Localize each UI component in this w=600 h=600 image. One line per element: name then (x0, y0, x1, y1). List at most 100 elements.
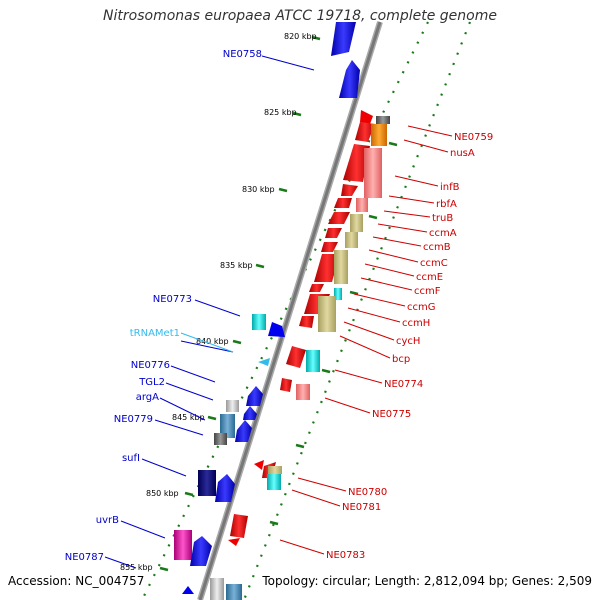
gene-block[interactable] (198, 470, 216, 496)
gene-block[interactable] (190, 536, 212, 566)
gene-block[interactable] (228, 538, 240, 546)
kbp-label: 820 kbp (284, 32, 317, 41)
left-connectors (104, 55, 315, 569)
gene-block[interactable] (235, 420, 252, 442)
gene-block[interactable] (210, 578, 224, 600)
trna-block[interactable] (258, 358, 270, 366)
gene-label[interactable]: NE0773 (153, 294, 192, 305)
gene-label[interactable]: nusA (450, 148, 475, 159)
gene-block[interactable] (334, 198, 352, 208)
gene-label[interactable]: NE0775 (372, 409, 411, 420)
gene-block[interactable] (296, 384, 310, 400)
gene-block[interactable] (309, 284, 324, 292)
gene-block[interactable] (341, 184, 358, 196)
gene-block[interactable] (254, 460, 264, 470)
gene-label[interactable]: cycH (396, 336, 420, 347)
gene-label[interactable]: NE0779 (114, 414, 153, 425)
kbp-tick (292, 111, 302, 117)
gene-block[interactable] (226, 400, 239, 412)
kbp-label: 855 kbp (120, 563, 153, 572)
gene-block[interactable] (243, 406, 257, 420)
gene-block[interactable] (214, 433, 227, 445)
kbp-label: 840 kbp (196, 337, 229, 346)
gene-block[interactable] (356, 198, 368, 212)
gene-block[interactable] (371, 124, 387, 146)
kbp-tick (255, 263, 265, 269)
gene-block[interactable] (280, 378, 292, 392)
gene-label[interactable]: NE0758 (223, 49, 262, 60)
kbp-label: 845 kbp (172, 413, 205, 422)
gene-block[interactable] (299, 316, 314, 328)
kbp-tick (184, 491, 194, 497)
gene-label[interactable]: infB (440, 182, 460, 193)
gene-block[interactable] (343, 144, 370, 182)
gene-label[interactable]: sufI (122, 453, 140, 464)
gene-block[interactable] (182, 586, 194, 594)
gene-label[interactable]: bcp (392, 354, 410, 365)
gene-block[interactable] (230, 514, 248, 538)
kbp-label: 825 kbp (264, 108, 297, 117)
kbp-label: 830 kbp (242, 185, 275, 194)
gene-label[interactable]: NE0787 (65, 552, 104, 563)
reverse-genes (228, 110, 390, 546)
gene-label[interactable]: truB (432, 213, 453, 224)
gene-block[interactable] (321, 242, 338, 252)
gene-block[interactable] (345, 232, 358, 248)
gene-label[interactable]: NE0783 (326, 550, 365, 561)
gene-label[interactable]: NE0759 (454, 132, 493, 143)
gene-block[interactable] (364, 148, 382, 198)
kbp-tick (278, 187, 288, 193)
gene-block[interactable] (286, 346, 306, 368)
gene-label[interactable]: NE0780 (348, 487, 387, 498)
kbp-label: 835 kbp (220, 261, 253, 270)
gene-label[interactable]: TGL2 (138, 377, 165, 388)
gene-label[interactable]: ccmF (414, 286, 441, 297)
gene-block[interactable] (334, 288, 342, 300)
gene-label[interactable]: argA (136, 392, 159, 403)
gene-block[interactable] (328, 212, 350, 224)
gene-label[interactable]: tRNAMet1 (130, 328, 180, 339)
gene-block[interactable] (334, 250, 348, 284)
gene-block[interactable] (350, 214, 363, 232)
gene-label[interactable]: ccmC (420, 258, 448, 269)
inner-ticks (269, 141, 398, 526)
genome-summary-text: Topology: circular; Length: 2,812,094 bp… (262, 574, 592, 588)
gene-block[interactable] (174, 530, 192, 560)
gene-block[interactable] (318, 296, 336, 332)
kbp-scale: 820 kbp 825 kbp 830 kbp 835 kbp 840 kbp … (120, 32, 321, 572)
gene-block[interactable] (325, 228, 342, 238)
genome-backbone-core (198, 21, 382, 600)
gene-label[interactable]: ccmE (416, 272, 443, 283)
gene-label[interactable]: ccmB (423, 242, 451, 253)
gene-block[interactable] (246, 386, 263, 406)
gene-label[interactable]: ccmA (429, 228, 457, 239)
gene-block[interactable] (376, 116, 390, 124)
gene-label[interactable]: NE0781 (342, 502, 381, 513)
gene-block[interactable] (339, 60, 360, 98)
kbp-tick (232, 339, 242, 345)
gene-label[interactable]: uvrB (96, 515, 119, 526)
trna-connector (180, 332, 234, 353)
gene-block[interactable] (268, 322, 285, 337)
gene-block[interactable] (314, 254, 340, 282)
gene-block[interactable] (267, 474, 281, 490)
gene-block[interactable] (252, 314, 266, 330)
left-gene-labels: NE0758 NE0773 tRNAMet1 NE0776 TGL2 argA … (65, 49, 262, 563)
gene-label[interactable]: NE0776 (131, 360, 170, 371)
gene-block[interactable] (215, 474, 235, 502)
gene-block[interactable] (306, 350, 320, 372)
gene-block[interactable] (226, 584, 242, 600)
forward-genes (174, 22, 360, 600)
gene-block[interactable] (220, 414, 235, 438)
gene-label[interactable]: ccmG (407, 302, 436, 313)
kbp-tick (159, 566, 169, 572)
gene-block[interactable] (355, 122, 375, 142)
gene-block[interactable] (331, 22, 356, 56)
inner-guide-line (242, 21, 472, 600)
gene-block[interactable] (268, 466, 282, 474)
gene-label[interactable]: rbfA (436, 199, 457, 210)
gene-block[interactable] (360, 110, 373, 124)
gene-label[interactable]: ccmH (402, 318, 430, 329)
gene-label[interactable]: NE0774 (384, 379, 423, 390)
